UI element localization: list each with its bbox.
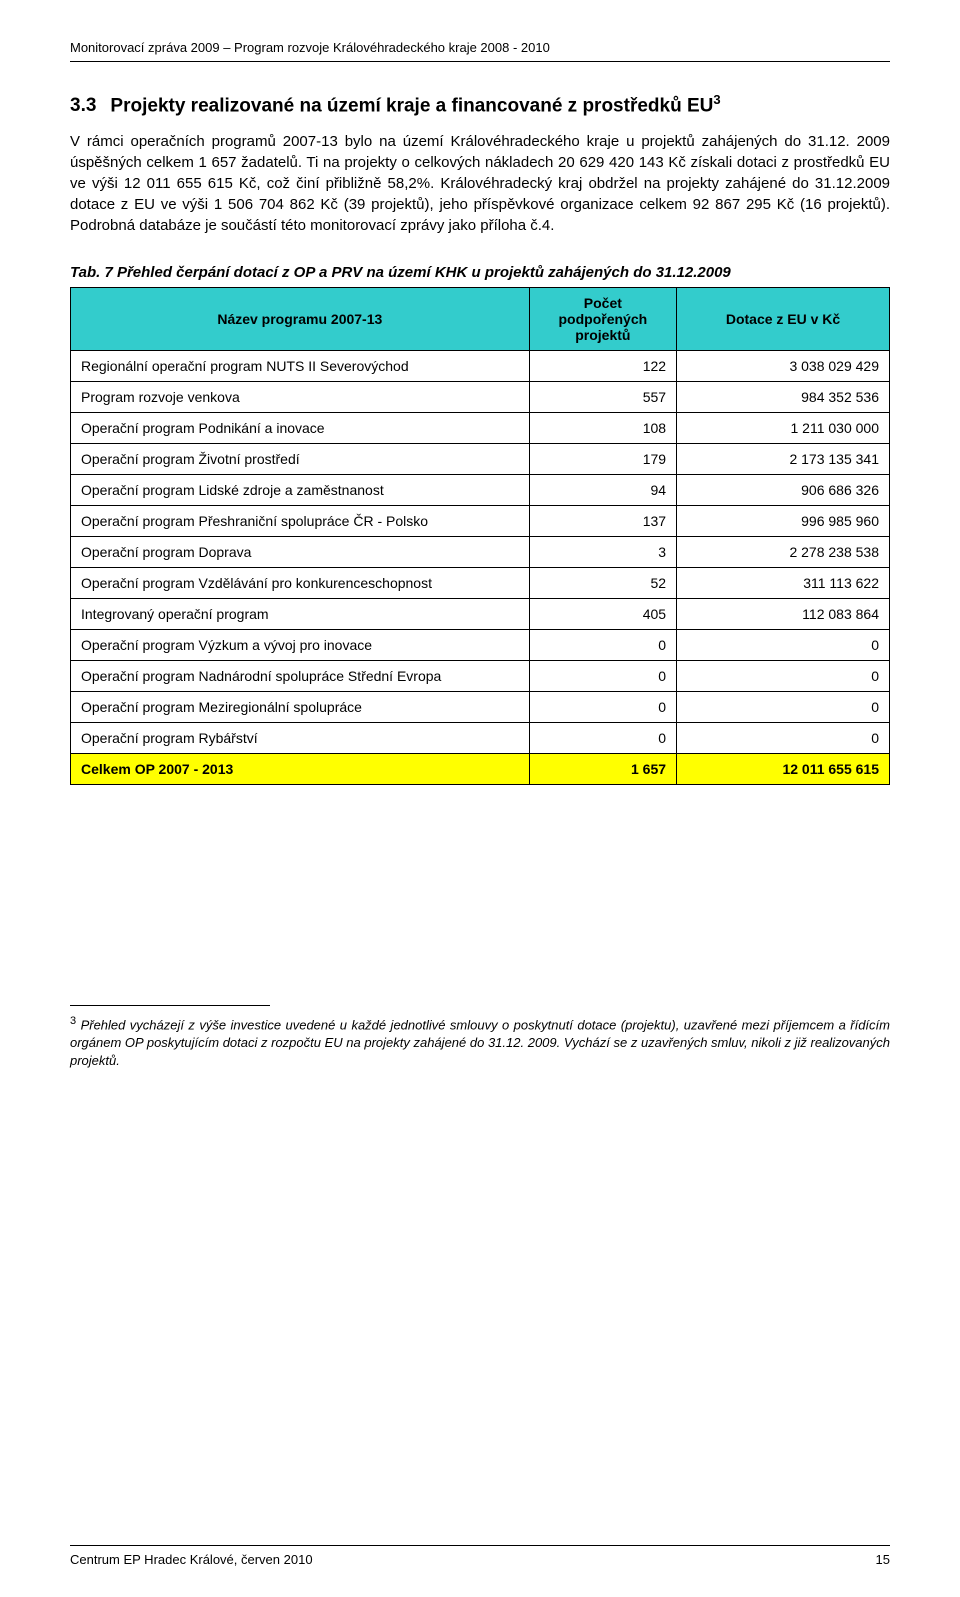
- cell-name: Operační program Podnikání a inovace: [71, 413, 530, 444]
- table-header-row: Název programu 2007-13 Počet podpořených…: [71, 288, 890, 351]
- cell-dot: 112 083 864: [677, 599, 890, 630]
- cell-dot: 996 985 960: [677, 506, 890, 537]
- cell-name: Operační program Doprava: [71, 537, 530, 568]
- table-row: Operační program Výzkum a vývoj pro inov…: [71, 630, 890, 661]
- cell-name: Operační program Přeshraniční spolupráce…: [71, 506, 530, 537]
- footnote-separator: [70, 1005, 270, 1006]
- col-header-name: Název programu 2007-13: [71, 288, 530, 351]
- footer-right: 15: [876, 1552, 890, 1567]
- table-caption: Tab. 7 Přehled čerpání dotací z OP a PRV…: [70, 264, 890, 281]
- footer-left: Centrum EP Hradec Králové, červen 2010: [70, 1552, 313, 1567]
- table-row: Operační program Vzdělávání pro konkuren…: [71, 568, 890, 599]
- table-row: Operační program Rybářství00: [71, 723, 890, 754]
- cell-name: Integrovaný operační program: [71, 599, 530, 630]
- table-row: Operační program Lidské zdroje a zaměstn…: [71, 475, 890, 506]
- table-row: Operační program Meziregionální spoluprá…: [71, 692, 890, 723]
- page-header: Monitorovací zpráva 2009 – Program rozvo…: [70, 40, 890, 62]
- cell-count: 3: [529, 537, 676, 568]
- cell-count: 52: [529, 568, 676, 599]
- table-row: Operační program Přeshraniční spolupráce…: [71, 506, 890, 537]
- cell-name: Operační program Výzkum a vývoj pro inov…: [71, 630, 530, 661]
- cell-dot: 906 686 326: [677, 475, 890, 506]
- cell-name: Operační program Vzdělávání pro konkuren…: [71, 568, 530, 599]
- total-cell-dot: 12 011 655 615: [677, 754, 890, 785]
- section-title-text: Projekty realizované na území kraje a fi…: [110, 95, 713, 116]
- cell-count: 0: [529, 630, 676, 661]
- cell-count: 137: [529, 506, 676, 537]
- section-number: 3.3: [70, 95, 96, 117]
- section-heading: 3.3 Projekty realizované na území kraje a…: [70, 92, 890, 117]
- table-total-row: Celkem OP 2007 - 20131 65712 011 655 615: [71, 754, 890, 785]
- col-header-dot: Dotace z EU v Kč: [677, 288, 890, 351]
- table-row: Integrovaný operační program405112 083 8…: [71, 599, 890, 630]
- page: Monitorovací zpráva 2009 – Program rozvo…: [0, 0, 960, 1597]
- total-cell-count: 1 657: [529, 754, 676, 785]
- footnote-text: Přehled vycházejí z výše investice uvede…: [70, 1018, 890, 1068]
- section-sup: 3: [713, 92, 720, 107]
- cell-name: Operační program Nadnárodní spolupráce S…: [71, 661, 530, 692]
- cell-name: Program rozvoje venkova: [71, 382, 530, 413]
- cell-name: Operační program Lidské zdroje a zaměstn…: [71, 475, 530, 506]
- cell-dot: 0: [677, 661, 890, 692]
- cell-count: 0: [529, 723, 676, 754]
- table-row: Program rozvoje venkova557984 352 536: [71, 382, 890, 413]
- cell-name: Regionální operační program NUTS II Seve…: [71, 351, 530, 382]
- cell-name: Operační program Životní prostředí: [71, 444, 530, 475]
- cell-count: 557: [529, 382, 676, 413]
- footnote: 3 Přehled vycházejí z výše investice uve…: [70, 1014, 890, 1069]
- cell-count: 0: [529, 661, 676, 692]
- cell-dot: 2 173 135 341: [677, 444, 890, 475]
- cell-count: 94: [529, 475, 676, 506]
- cell-dot: 0: [677, 630, 890, 661]
- table-body: Regionální operační program NUTS II Seve…: [71, 351, 890, 785]
- cell-dot: 984 352 536: [677, 382, 890, 413]
- body-paragraph: V rámci operačních programů 2007-13 bylo…: [70, 131, 890, 236]
- cell-count: 405: [529, 599, 676, 630]
- footnote-sup: 3: [70, 1015, 76, 1027]
- total-cell-name: Celkem OP 2007 - 2013: [71, 754, 530, 785]
- data-table: Název programu 2007-13 Počet podpořených…: [70, 287, 890, 785]
- table-row: Operační program Doprava32 278 238 538: [71, 537, 890, 568]
- table-row: Operační program Nadnárodní spolupráce S…: [71, 661, 890, 692]
- cell-dot: 0: [677, 723, 890, 754]
- cell-name: Operační program Meziregionální spoluprá…: [71, 692, 530, 723]
- cell-count: 108: [529, 413, 676, 444]
- cell-name: Operační program Rybářství: [71, 723, 530, 754]
- cell-count: 0: [529, 692, 676, 723]
- table-row: Operační program Podnikání a inovace1081…: [71, 413, 890, 444]
- table-row: Operační program Životní prostředí1792 1…: [71, 444, 890, 475]
- cell-dot: 1 211 030 000: [677, 413, 890, 444]
- cell-dot: 311 113 622: [677, 568, 890, 599]
- cell-count: 122: [529, 351, 676, 382]
- cell-dot: 2 278 238 538: [677, 537, 890, 568]
- col-header-count: Počet podpořených projektů: [529, 288, 676, 351]
- cell-count: 179: [529, 444, 676, 475]
- cell-dot: 3 038 029 429: [677, 351, 890, 382]
- cell-dot: 0: [677, 692, 890, 723]
- table-row: Regionální operační program NUTS II Seve…: [71, 351, 890, 382]
- page-footer: Centrum EP Hradec Králové, červen 2010 1…: [70, 1545, 890, 1567]
